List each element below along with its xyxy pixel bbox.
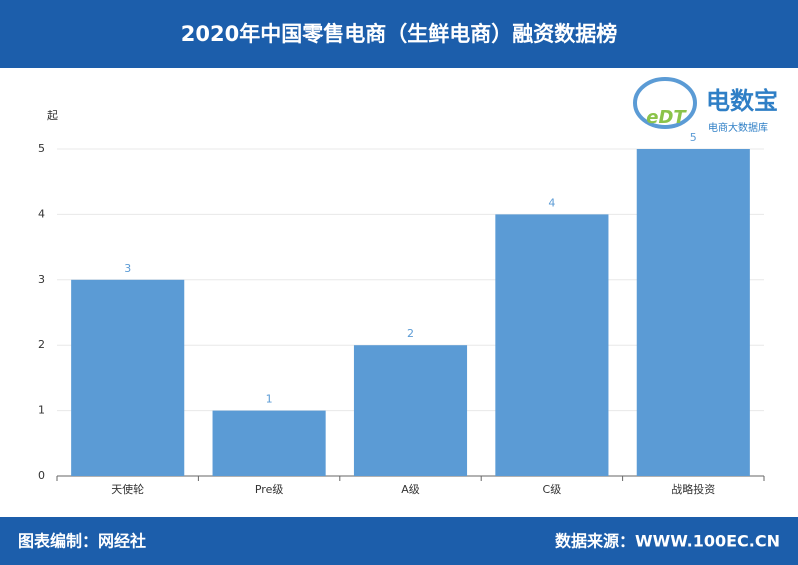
chart-title: 2020年中国零售电商（生鲜电商）融资数据榜 bbox=[181, 22, 617, 46]
y-tick-label: 0 bbox=[38, 469, 45, 482]
y-tick-label: 3 bbox=[38, 273, 45, 286]
logo-cloud bbox=[633, 77, 697, 129]
y-tick-label: 5 bbox=[38, 142, 45, 155]
y-tick-label: 1 bbox=[38, 404, 45, 417]
bar bbox=[71, 279, 185, 476]
y-axis-unit: 起 bbox=[47, 109, 58, 122]
footer-left: 图表编制：网经社 bbox=[18, 532, 146, 551]
x-tick-label: Pre级 bbox=[255, 483, 284, 496]
x-tick-label: C级 bbox=[543, 483, 562, 496]
x-tick-label: 战略投资 bbox=[671, 482, 715, 496]
x-tick-label: A级 bbox=[401, 483, 420, 496]
value-label: 3 bbox=[124, 262, 131, 275]
footer-right: 数据来源：WWW.100EC.CN bbox=[555, 532, 780, 551]
logo-name: 电数宝 bbox=[706, 87, 778, 115]
bar bbox=[212, 410, 326, 476]
logo-tagline: 电商大数据库 bbox=[708, 121, 768, 134]
y-tick-label: 2 bbox=[38, 338, 45, 351]
footer-band bbox=[0, 517, 798, 565]
x-tick-label: 天使轮 bbox=[111, 482, 144, 496]
y-tick-label: 4 bbox=[38, 207, 45, 220]
value-label: 4 bbox=[548, 196, 555, 209]
header-band bbox=[0, 0, 798, 68]
value-label: 2 bbox=[407, 327, 414, 340]
bar bbox=[636, 149, 750, 476]
bar bbox=[353, 345, 468, 476]
logo: eDT 电数宝 电商大数据库 bbox=[633, 77, 778, 134]
bar bbox=[495, 214, 609, 476]
logo-mark: eDT bbox=[646, 107, 687, 128]
value-label: 5 bbox=[690, 131, 697, 144]
value-label: 1 bbox=[266, 393, 273, 406]
